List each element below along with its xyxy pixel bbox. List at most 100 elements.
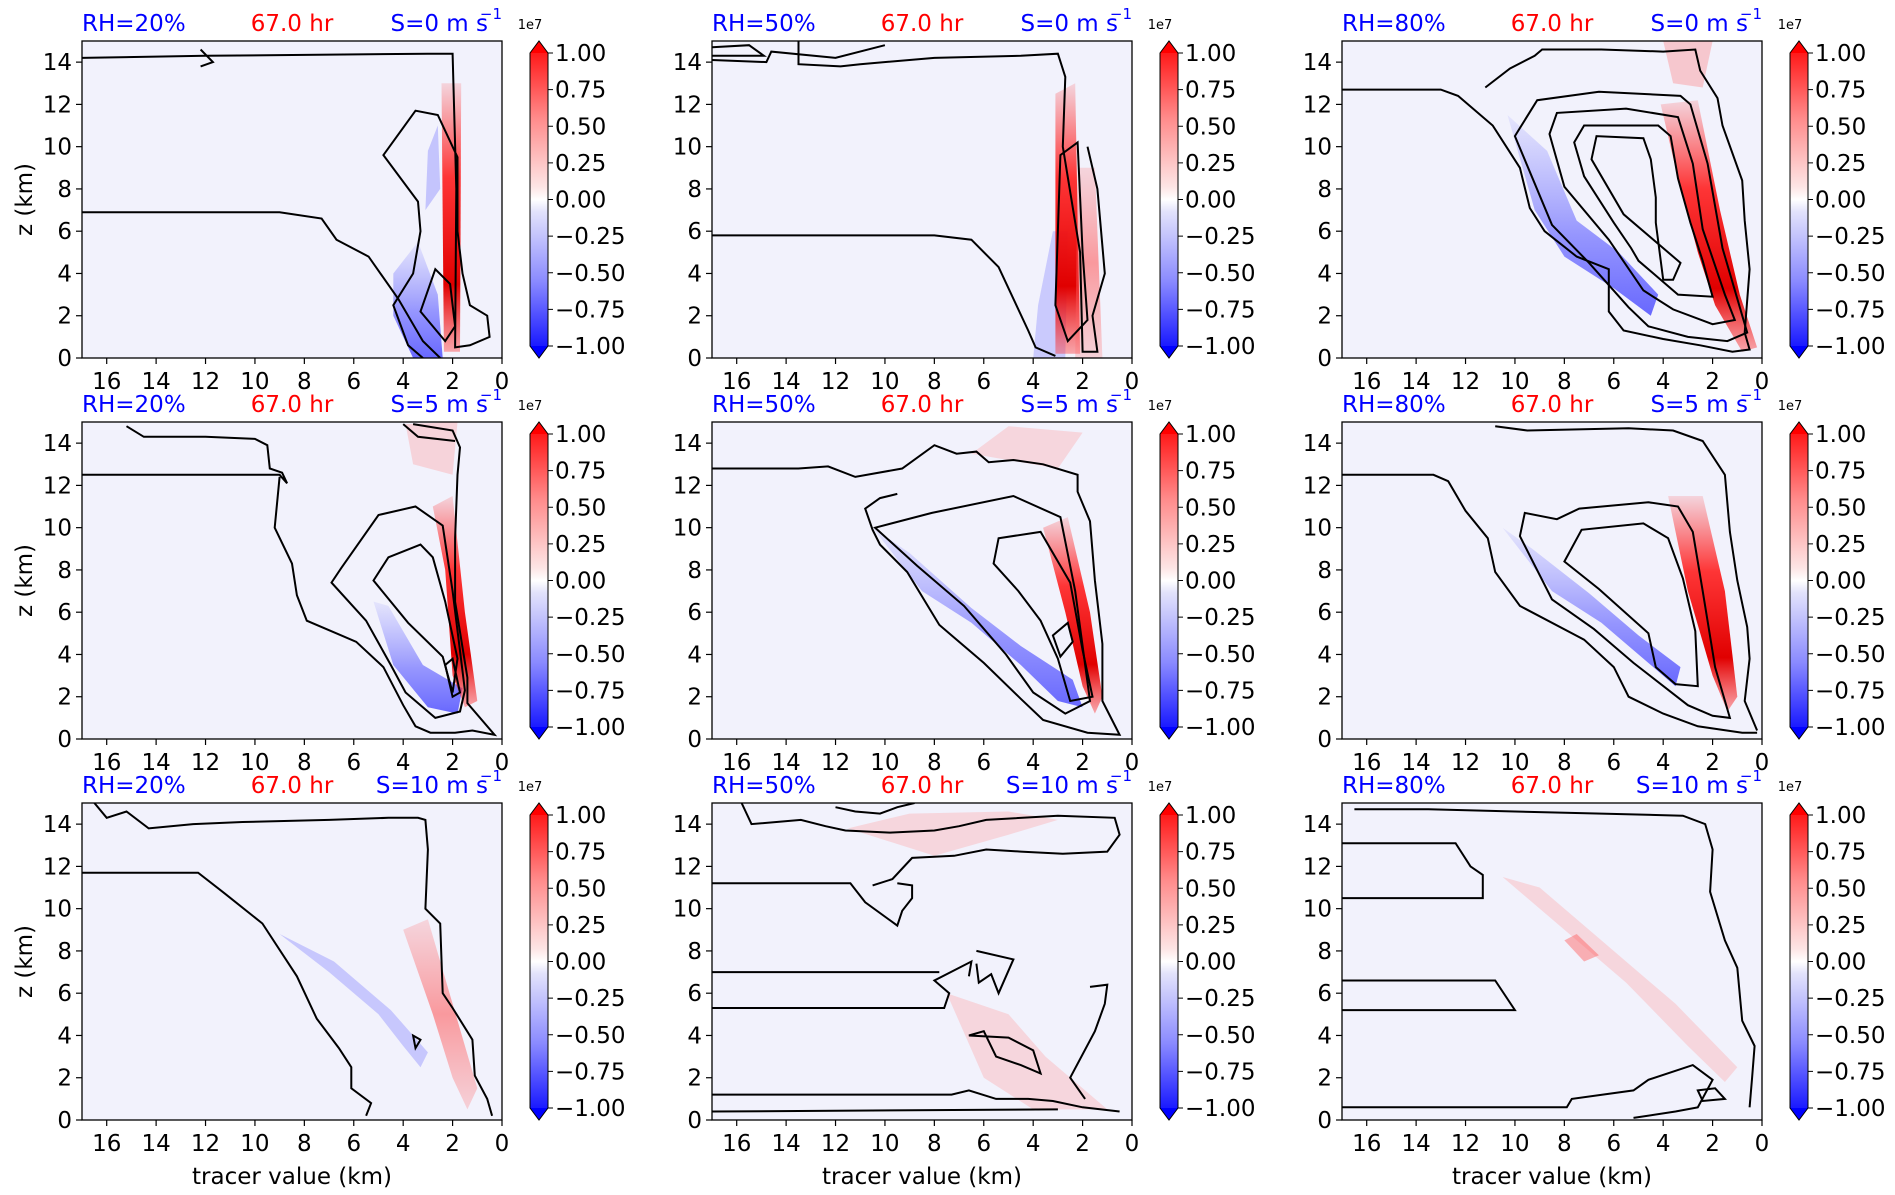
y-tick-label: 10: [1303, 516, 1332, 542]
x-tick-label: 16: [722, 1131, 751, 1157]
panel-time-label: 67.0 hr: [1511, 392, 1594, 418]
y-tick-label: 2: [57, 1066, 72, 1092]
contour-line: [1495, 425, 1759, 731]
contour-loop: [330, 505, 466, 719]
x-tick-label: 0: [1125, 750, 1140, 776]
colorbar-tick-label: −1.00: [1815, 1096, 1885, 1122]
panel-shear-label: S=5 m s: [390, 392, 488, 418]
y-tick-label: 0: [1317, 727, 1332, 753]
colorbar-tick-label: 0.75: [555, 459, 606, 485]
x-tick-label: 6: [1606, 750, 1621, 776]
contour-line: [712, 44, 886, 64]
contour-loop: [372, 543, 459, 693]
contour-loop: [419, 267, 457, 343]
colorbar-extend-bottom: [1160, 1108, 1178, 1120]
x-tick-label: 6: [976, 369, 991, 395]
panel-rh-label: RH=80%: [1342, 11, 1446, 37]
contour-line: [273, 423, 498, 737]
colorbar-multiplier: 1e7: [1148, 399, 1173, 414]
x-tick-label: 2: [1075, 369, 1090, 395]
contour-loop: [968, 1030, 1043, 1076]
y-tick-label: 2: [687, 685, 702, 711]
x-tick-label: 14: [141, 1131, 170, 1157]
colorbar-tick-label: 1.00: [1185, 422, 1236, 448]
x-tick-label: 12: [821, 750, 850, 776]
contour-line: [712, 882, 914, 928]
x-tick-label: 2: [1705, 1131, 1720, 1157]
y-axis-label: z (km): [12, 544, 38, 617]
panel-rh-label: RH=50%: [712, 773, 816, 799]
colorbar: 1.00 0.75 0.50 0.25 0.00 −0.25 −0.50 −0.75 −1.00…: [518, 780, 626, 1122]
colorbar-multiplier: 1e7: [518, 780, 543, 795]
y-axis-label: z (km): [12, 925, 38, 998]
colorbar-tick-label: 0.25: [1185, 151, 1236, 177]
y-tick-label: 4: [57, 642, 72, 668]
colorbar-tick-label: 0.00: [555, 569, 606, 595]
updraft-positive-region: [403, 919, 478, 1110]
panel-rh-label: RH=20%: [82, 773, 186, 799]
colorbar: 1.00 0.75 0.50 0.25 0.00 −0.25 −0.50 −0.75 −1.00…: [1778, 780, 1886, 1122]
colorbar-body: [530, 434, 548, 727]
colorbar-tick-label: −0.50: [1185, 1023, 1255, 1049]
x-tick-label: 2: [1075, 750, 1090, 776]
colorbar-tick-label: 0.50: [555, 876, 606, 902]
colorbar-tick-label: −0.25: [1185, 605, 1255, 631]
x-tick-label: 4: [1656, 369, 1671, 395]
y-tick-label: 12: [1303, 473, 1332, 499]
colorbar-tick-label: 0.50: [555, 495, 606, 521]
y-tick-label: 2: [1317, 685, 1332, 711]
x-tick-label: 8: [1557, 369, 1572, 395]
x-tick-label: 16: [1352, 1131, 1381, 1157]
y-tick-label: 4: [1317, 642, 1332, 668]
x-tick-label: 14: [1401, 750, 1430, 776]
contour-loop: [712, 44, 768, 57]
panel-time-label: 67.0 hr: [881, 11, 964, 37]
colorbar-tick-label: −0.25: [555, 605, 625, 631]
colorbar-tick-label: −0.75: [555, 1059, 625, 1085]
panel-time-label: 67.0 hr: [881, 392, 964, 418]
plot-contents: [1342, 425, 1759, 734]
panel-shear-label: S=0 m s: [1650, 11, 1748, 37]
x-tick-label: 4: [1656, 1131, 1671, 1157]
plot-contents: [82, 422, 498, 737]
contour-loop: [1696, 1087, 1728, 1103]
x-tick-label: 14: [141, 750, 170, 776]
x-tick-label: 16: [92, 750, 121, 776]
x-tick-label: 8: [297, 369, 312, 395]
colorbar-tick-label: 0.00: [1815, 569, 1866, 595]
y-tick-label: 6: [1317, 219, 1332, 245]
contour-line: [93, 803, 494, 1117]
colorbar-multiplier: 1e7: [1778, 399, 1803, 414]
colorbar-tick-label: 0.25: [555, 913, 606, 939]
y-tick-label: 8: [687, 939, 702, 965]
colorbar-tick-label: 0.75: [1185, 78, 1236, 104]
y-tick-label: 2: [57, 685, 72, 711]
y-tick-label: 12: [43, 473, 72, 499]
colorbar-extend-bottom: [530, 727, 548, 739]
colorbar: 1.00 0.75 0.50 0.25 0.00 −0.25 −0.50 −0.75 −1.00…: [1778, 18, 1886, 360]
colorbar-tick-label: −0.50: [1815, 261, 1885, 287]
colorbar-tick-label: 0.25: [1185, 913, 1236, 939]
x-tick-label: 0: [495, 1131, 510, 1157]
colorbar-body: [1160, 815, 1178, 1108]
y-tick-label: 12: [1303, 854, 1332, 880]
y-axis-label: z (km): [12, 163, 38, 236]
contour-line: [1354, 808, 1756, 1108]
x-tick-label: 16: [92, 369, 121, 395]
panel-shear-label: S=0 m s: [1020, 11, 1118, 37]
y-tick-label: 8: [1317, 177, 1332, 203]
colorbar-tick-label: 0.75: [1815, 78, 1866, 104]
y-tick-label: 2: [687, 1066, 702, 1092]
colorbar: 1.00 0.75 0.50 0.25 0.00 −0.25 −0.50 −0.75 −1.00…: [1778, 399, 1886, 741]
contour-line: [82, 871, 373, 1117]
colorbar-tick-label: 0.00: [1815, 188, 1866, 214]
x-tick-label: 16: [92, 1131, 121, 1157]
colorbar: 1.00 0.75 0.50 0.25 0.00 −0.25 −0.50 −0.75 −1.00…: [518, 18, 626, 360]
x-tick-label: 2: [445, 369, 460, 395]
panel-shear-label: S=5 m s: [1650, 392, 1748, 418]
contour-line: [712, 234, 1056, 357]
contour-loop: [1518, 501, 1732, 720]
x-axis-label: tracer value (km): [822, 1164, 1022, 1190]
colorbar-tick-label: 0.50: [1185, 495, 1236, 521]
colorbar-tick-label: −0.25: [555, 224, 625, 250]
